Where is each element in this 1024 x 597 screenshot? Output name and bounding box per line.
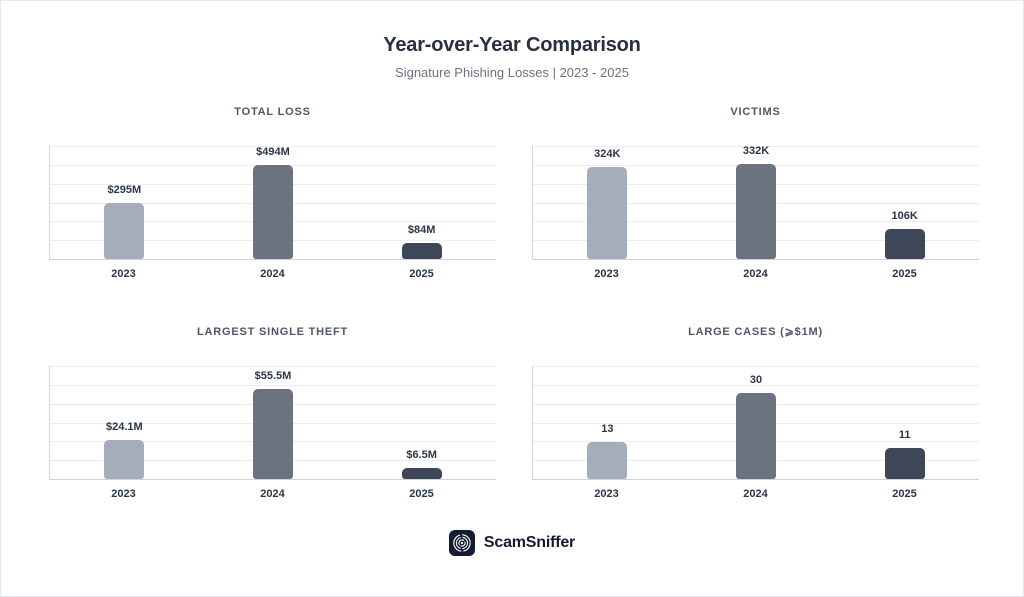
- x-axis-label: 2025: [892, 268, 917, 280]
- bar-2024: [736, 164, 776, 259]
- bar-2023: [587, 442, 628, 479]
- gridline: [50, 366, 496, 367]
- x-axis-labels: 2023 2024 2025: [532, 268, 979, 280]
- bar-value-label: 332K: [742, 145, 770, 157]
- x-axis-label: 2023: [111, 488, 136, 500]
- bar-value-label: 13: [601, 423, 614, 435]
- page-title: Year-over-Year Comparison: [383, 34, 641, 56]
- bar-value-label: 106K: [891, 210, 918, 222]
- bar-2023: [104, 203, 145, 259]
- bar-2024: [253, 165, 293, 259]
- bar-2025: [401, 243, 442, 259]
- bar-2023: [587, 167, 628, 259]
- x-axis-labels: 2023 2024 2025: [532, 488, 979, 500]
- page-subtitle: Signature Phishing Losses | 2023 - 2025: [395, 65, 629, 80]
- x-axis-label: 2023: [594, 488, 619, 500]
- gridline: [50, 146, 496, 147]
- x-axis-label: 2024: [260, 268, 285, 280]
- plot-area: $24.1M $55.5M $6.5M: [49, 366, 496, 480]
- plot-area: $295M $494M $84M: [49, 146, 496, 260]
- chart-title: VICTIMS: [730, 106, 781, 118]
- bar-value-label: $84M: [407, 224, 436, 236]
- x-axis-label: 2024: [743, 488, 768, 500]
- bar-value-label: 30: [749, 374, 763, 386]
- x-axis-label: 2023: [594, 268, 619, 280]
- x-axis-label: 2024: [260, 488, 285, 500]
- gridline: [533, 146, 979, 147]
- bar-2023: [104, 440, 145, 479]
- x-axis-labels: 2023 2024 2025: [49, 268, 496, 280]
- gridline: [50, 384, 496, 386]
- bar-value-label: $295M: [107, 184, 142, 196]
- x-axis-label: 2025: [892, 488, 917, 500]
- bar-value-label: $55.5M: [254, 370, 292, 382]
- chart-total-loss: TOTAL LOSS $295M $494M $84M 2023 2024 2025: [49, 80, 496, 280]
- x-axis-label: 2023: [111, 268, 136, 280]
- chart-title: TOTAL LOSS: [234, 106, 311, 118]
- x-axis-labels: 2023 2024 2025: [49, 488, 496, 500]
- plot-area: 324K 332K 106K: [532, 145, 979, 260]
- charts-grid: TOTAL LOSS $295M $494M $84M 2023 2024 2025 V…: [1, 80, 1023, 500]
- gridline: [533, 384, 979, 386]
- bar-2025: [884, 448, 925, 479]
- chart-largest-single-theft: LARGEST SINGLE THEFT $24.1M $55.5M $6.5M 2…: [49, 300, 496, 500]
- bar-2025: [884, 229, 925, 259]
- bar-2025: [401, 468, 442, 479]
- footer: ScamSniffer: [1, 530, 1023, 556]
- x-axis-label: 2025: [409, 268, 434, 280]
- chart-large-cases: LARGE CASES (⩾$1M) 13 30 11 2023 2024 2025: [532, 300, 979, 500]
- bar-value-label: $24.1M: [105, 421, 143, 433]
- plot-area: 13 30 11: [532, 366, 979, 480]
- scamsniffer-logo-icon: [448, 530, 475, 556]
- bar-value-label: 324K: [594, 148, 621, 160]
- chart-title: LARGE CASES (⩾$1M): [688, 326, 823, 338]
- bar-value-label: $6.5M: [406, 449, 437, 461]
- bar-2024: [736, 393, 776, 479]
- bar-value-label: 11: [898, 429, 911, 441]
- brand-name: ScamSniffer: [483, 534, 576, 551]
- gridline: [533, 366, 979, 367]
- x-axis-label: 2025: [409, 488, 434, 500]
- x-axis-label: 2024: [743, 268, 768, 280]
- chart-title: LARGEST SINGLE THEFT: [196, 326, 349, 338]
- header: Year-over-Year Comparison Signature Phis…: [1, 1, 1023, 80]
- bar-value-label: $494M: [256, 146, 290, 158]
- chart-victims: VICTIMS 324K 332K 106K 2023 2024 2025: [532, 80, 979, 280]
- bar-2024: [253, 389, 293, 479]
